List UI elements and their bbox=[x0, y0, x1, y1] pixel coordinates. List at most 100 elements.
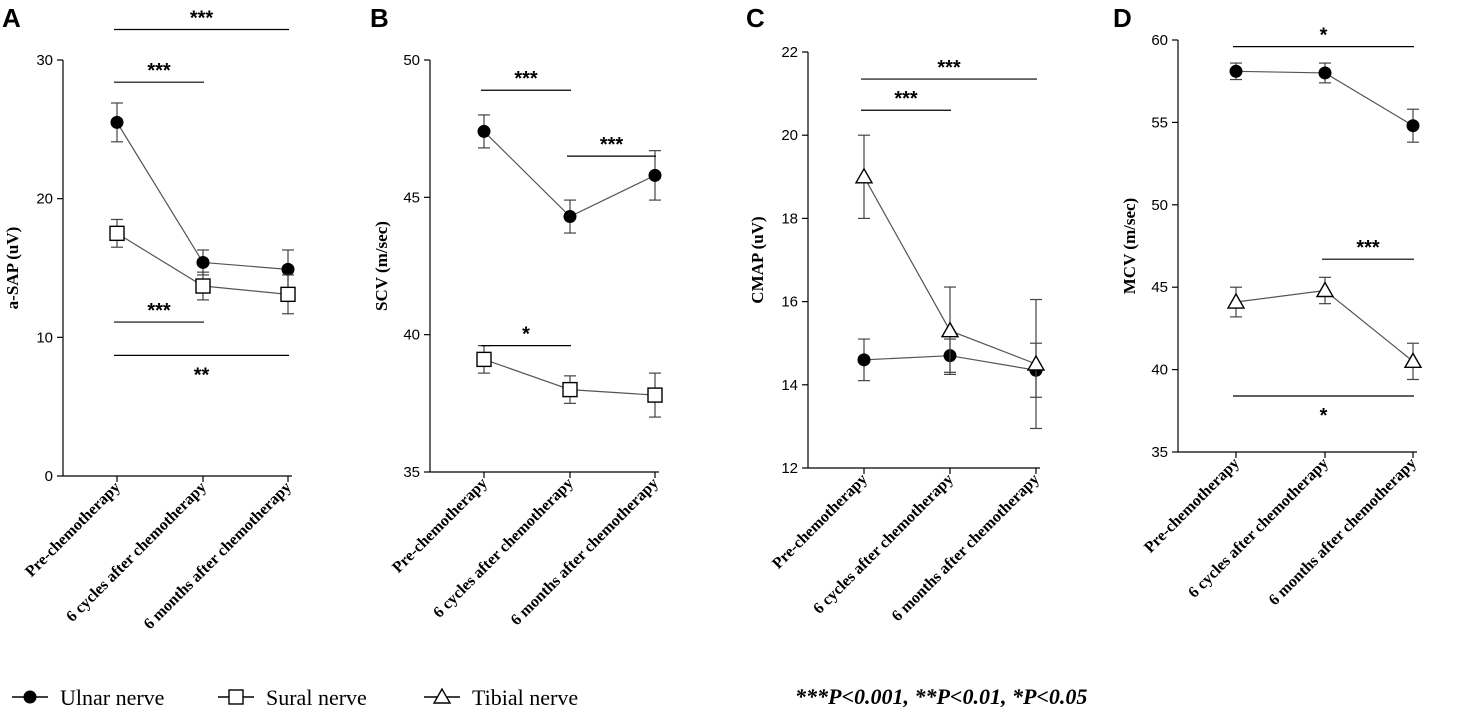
legend-sural-nerve-marker bbox=[228, 689, 244, 705]
legend: Ulnar nerve Sural nerve Tibial nerve bbox=[12, 685, 578, 710]
panel-d-tibial-nerve-point bbox=[1226, 292, 1246, 309]
panel-d-y-tick-label: 40 bbox=[1151, 362, 1168, 379]
panel-a-sural-nerve-point bbox=[280, 286, 296, 303]
panel-a-letter: A bbox=[2, 3, 21, 33]
panel-d-x-tick-label: 6 months after chemotherapy bbox=[1266, 455, 1420, 609]
panel-c-tibial-nerve-point bbox=[940, 321, 960, 338]
panel-a-x-tick-label: 6 months after chemotherapy bbox=[141, 479, 295, 633]
panel-d-y-axis-label: MCV (m/sec) bbox=[1120, 198, 1139, 294]
panel-a-significance: *** bbox=[114, 300, 204, 323]
panel-d-y-tick-label: 60 bbox=[1151, 32, 1168, 49]
panel-c-tibial-nerve-point bbox=[1026, 354, 1046, 371]
panel-c-y-tick-label: 20 bbox=[781, 127, 798, 144]
legend-tibial-nerve-marker bbox=[432, 687, 452, 704]
panel-a-ulnar-nerve-point bbox=[110, 115, 124, 129]
legend-item-ulnar-nerve: Ulnar nerve bbox=[12, 685, 164, 710]
panel-a-sural-nerve-point bbox=[109, 225, 125, 242]
legend-ulnar-nerve-marker bbox=[23, 690, 37, 704]
panel-d-significance: * bbox=[1233, 395, 1414, 427]
panel-d-x-tick-label: Pre-chemotherapy bbox=[1141, 455, 1243, 557]
panel-a-significance-label: *** bbox=[147, 60, 171, 82]
panel-c-x-tick-label: 6 months after chemotherapy bbox=[889, 471, 1043, 625]
panel-a-significance: *** bbox=[114, 7, 289, 31]
panel-c-significance-label: *** bbox=[894, 88, 918, 110]
panel-b-significance-label: *** bbox=[514, 68, 538, 90]
panel-a-y-tick-label: 30 bbox=[36, 52, 53, 69]
panel-c-y-axis-label: CMAP (uV) bbox=[748, 216, 767, 303]
panel-d-letter: D bbox=[1113, 3, 1132, 33]
panel-b-significance: * bbox=[481, 324, 571, 347]
panel-b-y-tick-label: 40 bbox=[403, 327, 420, 344]
panel-b-ulnar-nerve-point bbox=[477, 124, 491, 138]
panel-d-significance-label: * bbox=[1320, 405, 1328, 427]
panel-b-x-tick-label: 6 months after chemotherapy bbox=[508, 475, 662, 629]
panel-d-significance-label: * bbox=[1320, 25, 1328, 47]
panel-a-y-tick-label: 10 bbox=[36, 329, 53, 346]
panel-c-y-tick-label: 16 bbox=[781, 294, 798, 311]
panel-b-y-tick-label: 35 bbox=[403, 464, 420, 481]
panel-a-y-tick-label: 0 bbox=[45, 468, 53, 485]
panel-a-significance: ** bbox=[114, 354, 289, 386]
panel-d-ulnar-nerve-point bbox=[1318, 66, 1332, 80]
panel-d-tibial-nerve-point bbox=[1403, 351, 1423, 369]
panel-a-significance: *** bbox=[114, 60, 204, 83]
legend-item-tibial-nerve: Tibial nerve bbox=[424, 685, 578, 710]
panel-a-significance-label: ** bbox=[194, 364, 210, 386]
panel-c-x-tick-label: 6 cycles after chemotherapy bbox=[810, 471, 957, 618]
panel-b-significance-label: * bbox=[522, 324, 530, 346]
p-value-note: ***P<0.001, **P<0.01, *P<0.05 bbox=[795, 684, 1087, 709]
panel-b-y-tick-label: 45 bbox=[403, 189, 420, 206]
panel-d-y-tick-label: 50 bbox=[1151, 197, 1168, 214]
panel-c-y-tick-label: 14 bbox=[781, 377, 798, 394]
panel-b-sural-nerve-point bbox=[476, 351, 492, 368]
panel-c-x-tick-label: Pre-chemotherapy bbox=[769, 471, 871, 573]
panel-c-significance: *** bbox=[861, 88, 951, 111]
panel-c-y-tick-label: 22 bbox=[781, 44, 798, 61]
panel-a-x-tick-label: 6 cycles after chemotherapy bbox=[63, 479, 210, 626]
panel-c-significance: *** bbox=[861, 57, 1037, 80]
panel-c-tibial-nerve-point bbox=[854, 167, 874, 184]
panel-b-significance: *** bbox=[481, 68, 571, 91]
panel-a-significance-label: *** bbox=[147, 300, 171, 322]
panel-b-x-tick-label: Pre-chemotherapy bbox=[389, 475, 491, 577]
panel-a-ulnar-nerve-line bbox=[116, 122, 289, 270]
panel-a-ulnar-nerve-point bbox=[196, 255, 210, 269]
panel-b-letter: B bbox=[370, 3, 389, 33]
panel-a-y-axis-label: a-SAP (uV) bbox=[3, 227, 22, 310]
legend-sural-nerve-label: Sural nerve bbox=[266, 685, 367, 710]
panel-c-y-tick-label: 18 bbox=[781, 210, 798, 227]
panel-d-ulnar-nerve-point bbox=[1406, 119, 1420, 133]
panel-c-letter: C bbox=[746, 3, 765, 33]
panel-d-significance: *** bbox=[1322, 237, 1414, 260]
panel-b-significance-label: *** bbox=[600, 134, 624, 156]
panel-b-x-tick-label: 6 cycles after chemotherapy bbox=[430, 475, 577, 622]
panel-a-sural-nerve-point bbox=[195, 278, 211, 294]
panel-a-x-tick-label: Pre-chemotherapy bbox=[22, 479, 124, 581]
panel-d-significance: * bbox=[1233, 25, 1414, 48]
panel-a-significance-label: *** bbox=[190, 7, 214, 29]
legend-tibial-nerve-label: Tibial nerve bbox=[472, 685, 578, 710]
panel-b-y-tick-label: 50 bbox=[403, 52, 420, 69]
panel-b-y-axis-label: SCV (m/sec) bbox=[372, 221, 391, 311]
panel-c-significance-label: *** bbox=[937, 57, 961, 79]
panel-b-ulnar-nerve-point bbox=[648, 168, 662, 182]
panel-d-y-tick-label: 35 bbox=[1151, 444, 1168, 461]
panel-c-ulnar-nerve-point bbox=[857, 353, 871, 367]
panel-d-y-tick-label: 45 bbox=[1151, 279, 1168, 296]
panel-d-significance-label: *** bbox=[1356, 237, 1380, 259]
panel-a-ulnar-nerve-point bbox=[281, 262, 295, 276]
panel-d-ulnar-nerve-point bbox=[1229, 64, 1243, 78]
legend-item-sural-nerve: Sural nerve bbox=[218, 685, 367, 710]
panel-d-y-tick-label: 55 bbox=[1151, 114, 1168, 131]
panel-b-ulnar-nerve-point bbox=[563, 210, 577, 224]
panel-b-significance: *** bbox=[567, 134, 656, 157]
legend-ulnar-nerve-label: Ulnar nerve bbox=[60, 685, 164, 710]
panel-a-y-tick-label: 20 bbox=[36, 191, 53, 208]
panel-b-sural-nerve-point bbox=[562, 381, 578, 398]
